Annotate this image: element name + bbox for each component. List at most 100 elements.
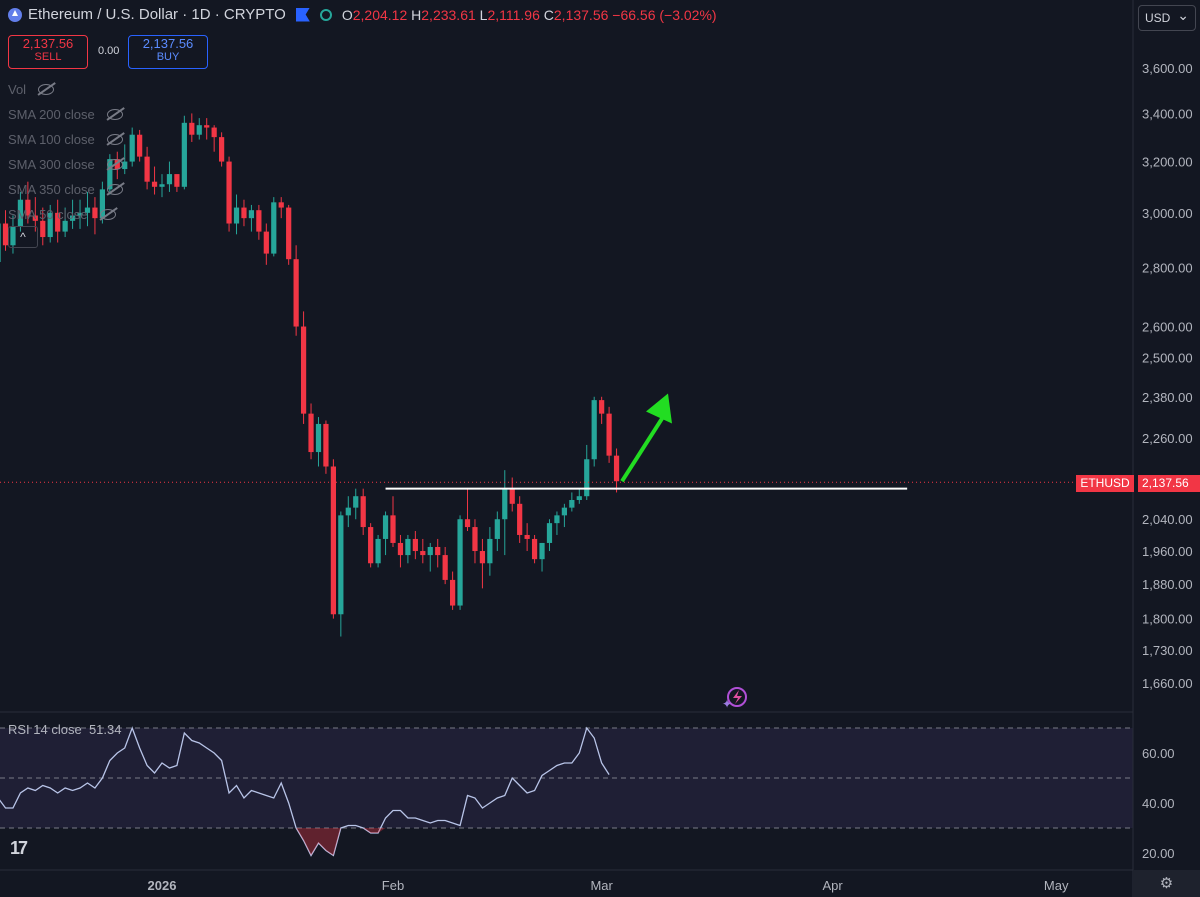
candle[interactable] [457, 519, 463, 606]
candle[interactable] [263, 231, 269, 254]
candle[interactable] [412, 538, 418, 552]
candle[interactable] [286, 207, 292, 260]
indicator-sma-300[interactable]: SMA 300 close [8, 152, 123, 177]
candle[interactable] [323, 423, 329, 467]
candle[interactable] [17, 199, 24, 227]
candle[interactable] [382, 515, 389, 539]
candle[interactable] [368, 527, 374, 564]
candle[interactable] [613, 455, 620, 482]
rsi-legend[interactable]: RSI 14 close 51.34 [8, 722, 121, 737]
candle[interactable] [10, 226, 16, 246]
candle[interactable] [25, 199, 31, 216]
candle[interactable] [584, 459, 590, 497]
up-arrow-drawing[interactable] [620, 414, 666, 483]
candle[interactable] [122, 161, 128, 170]
candle[interactable] [509, 488, 515, 504]
indicator-sma-100[interactable]: SMA 100 close [8, 127, 123, 152]
eye-off-icon[interactable] [38, 84, 55, 95]
candle[interactable] [353, 496, 359, 508]
candle[interactable] [278, 202, 284, 208]
candle[interactable] [233, 207, 240, 224]
candle[interactable] [92, 207, 98, 219]
candle[interactable] [174, 174, 180, 187]
rsi-line[interactable] [0, 726, 610, 857]
candle[interactable] [166, 174, 173, 185]
candle[interactable] [248, 210, 255, 219]
market-status-icon[interactable] [319, 8, 332, 21]
candle[interactable] [531, 538, 538, 560]
candle[interactable] [487, 538, 493, 564]
currency-select[interactable]: USD [1138, 3, 1196, 31]
indicator-sma-350[interactable]: SMA 350 close [8, 177, 123, 202]
candle[interactable] [2, 223, 9, 246]
candle[interactable] [464, 519, 471, 528]
candle[interactable] [442, 555, 448, 580]
lightning-icon[interactable]: ✦ [722, 687, 747, 711]
candle[interactable] [524, 534, 530, 539]
candle[interactable] [241, 207, 247, 219]
collapse-legend-button[interactable]: ^ [8, 226, 38, 248]
tradingview-logo[interactable]: 17 [10, 838, 28, 858]
candle[interactable] [517, 503, 523, 535]
candle[interactable] [84, 207, 91, 213]
price-chart[interactable]: ✦ [0, 113, 1076, 711]
candle[interactable] [345, 507, 351, 516]
candle[interactable] [151, 181, 158, 187]
candle[interactable] [137, 134, 143, 157]
candle[interactable] [502, 488, 508, 520]
candle[interactable] [599, 400, 605, 414]
candle[interactable] [338, 515, 344, 615]
candle[interactable] [77, 212, 83, 216]
rsi-pane[interactable] [0, 726, 1133, 857]
candle[interactable] [472, 527, 478, 552]
candle[interactable] [576, 496, 582, 501]
candle[interactable] [606, 413, 612, 456]
candle[interactable] [360, 496, 366, 528]
eye-off-icon[interactable] [106, 159, 123, 170]
candle[interactable] [69, 215, 76, 221]
eye-off-icon[interactable] [99, 209, 116, 220]
candle[interactable] [219, 137, 225, 162]
candle[interactable] [271, 202, 277, 254]
candle[interactable] [189, 122, 195, 135]
candle[interactable] [569, 500, 575, 508]
candle[interactable] [554, 515, 560, 524]
candle[interactable] [62, 220, 68, 232]
candle[interactable] [591, 400, 597, 460]
candle[interactable] [129, 134, 135, 162]
candle[interactable] [375, 538, 381, 564]
indicator-sma-200[interactable]: SMA 200 close [8, 102, 123, 127]
candle[interactable] [479, 551, 486, 564]
indicator-sma-50[interactable]: SMA 50 close [8, 202, 123, 227]
candle[interactable] [32, 215, 38, 221]
candle[interactable] [300, 326, 307, 414]
candle[interactable] [0, 223, 1, 263]
candle[interactable] [405, 538, 411, 556]
candle[interactable] [308, 413, 314, 453]
eye-off-icon[interactable] [106, 134, 123, 145]
indicator-vol[interactable]: Vol [8, 77, 123, 102]
candle[interactable] [494, 519, 500, 539]
candle[interactable] [204, 125, 210, 128]
candle[interactable] [226, 161, 232, 224]
flag-icon[interactable] [295, 7, 310, 22]
candle[interactable] [47, 212, 53, 238]
settings-icon[interactable]: ⚙ [1133, 870, 1200, 897]
candle[interactable] [99, 189, 105, 219]
buy-button[interactable]: 2,137.56 BUY [128, 35, 208, 69]
candle[interactable] [539, 542, 545, 560]
candle[interactable] [561, 507, 567, 516]
candle[interactable] [546, 523, 553, 543]
candle[interactable] [450, 579, 456, 606]
up-arrow-head[interactable] [646, 393, 672, 424]
eye-off-icon[interactable] [106, 109, 123, 120]
eye-off-icon[interactable] [106, 184, 123, 195]
candle[interactable] [40, 220, 46, 238]
symbol-title[interactable]: Ethereum / U.S. Dollar · 1D · CRYPTO [28, 6, 286, 23]
candle[interactable] [435, 546, 441, 556]
candle[interactable] [107, 159, 113, 190]
candle[interactable] [196, 125, 202, 135]
candle[interactable] [397, 542, 404, 556]
candle[interactable] [390, 515, 396, 543]
